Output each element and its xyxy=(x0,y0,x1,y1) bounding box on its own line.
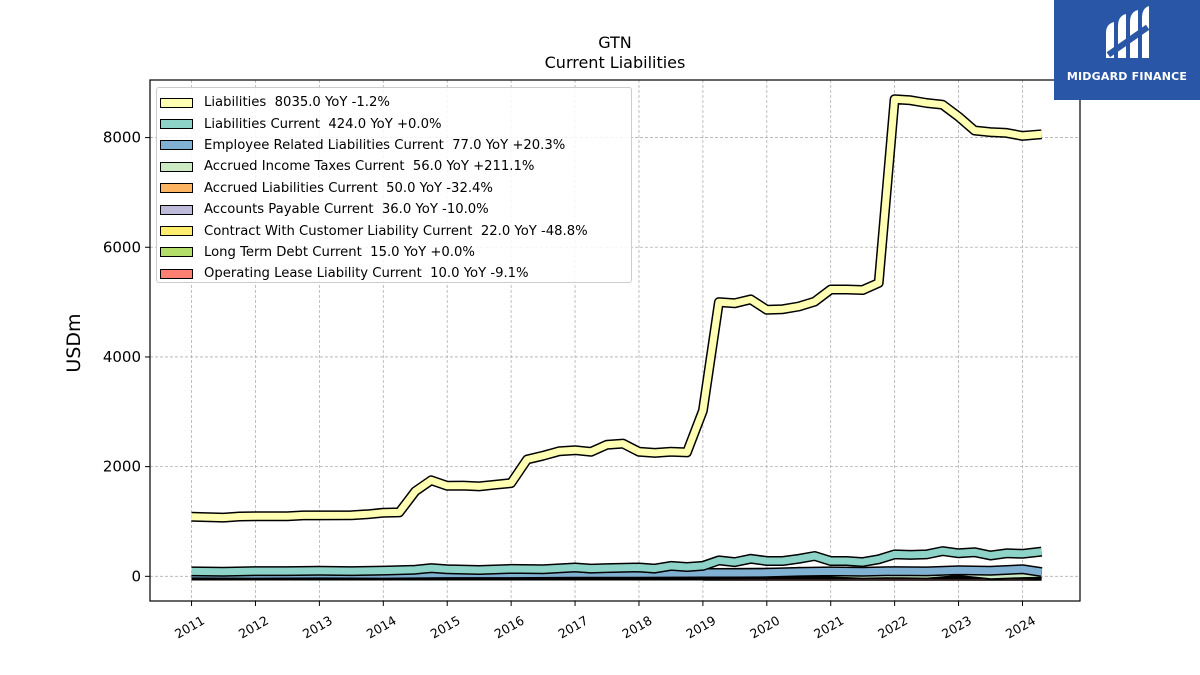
legend-item: Contract With Customer Liability Current… xyxy=(160,220,631,241)
legend-swatch xyxy=(160,204,193,215)
y-tick-label: 2000 xyxy=(103,458,141,476)
series-line xyxy=(191,547,1043,576)
chart-title: GTN xyxy=(598,33,632,52)
legend-label: Employee Related Liabilities Current 77.… xyxy=(204,137,566,153)
x-tick-label: 2020 xyxy=(747,613,782,642)
legend-item: Operating Lease Liability Current 10.0 Y… xyxy=(160,263,631,284)
x-tick-label: 2011 xyxy=(172,613,207,642)
legend-label: Accounts Payable Current 36.0 YoY -10.0% xyxy=(204,202,489,218)
legend-label: Accrued Liabilities Current 50.0 YoY -32… xyxy=(204,180,493,196)
midgard-logo-icon xyxy=(1106,6,1150,58)
legend-swatch xyxy=(160,97,193,108)
x-tick-label: 2012 xyxy=(236,613,271,642)
x-tick-label: 2023 xyxy=(939,613,974,642)
legend-label: Accrued Income Taxes Current 56.0 YoY +2… xyxy=(204,159,535,175)
legend-item: Long Term Debt Current 15.0 YoY +0.0% xyxy=(160,242,631,263)
legend-item: Employee Related Liabilities Current 77.… xyxy=(160,135,631,156)
brand-name: MIDGARD FINANCE xyxy=(1066,70,1188,83)
series-line xyxy=(191,95,1042,522)
legend-label: Operating Lease Liability Current 10.0 Y… xyxy=(204,266,529,282)
y-tick-label: 4000 xyxy=(103,348,141,366)
legend-label: Liabilities 8035.0 YoY -1.2% xyxy=(204,95,390,111)
x-tick-label: 2016 xyxy=(492,613,527,642)
x-tick-label: 2021 xyxy=(811,613,846,642)
legend-item: Accrued Income Taxes Current 56.0 YoY +2… xyxy=(160,156,631,177)
legend-item: Accounts Payable Current 36.0 YoY -10.0% xyxy=(160,199,631,220)
series-layer xyxy=(191,94,1043,581)
legend-item: Liabilities Current 424.0 YoY +0.0% xyxy=(160,113,631,134)
legend-swatch xyxy=(160,161,193,172)
y-tick-label: 6000 xyxy=(103,238,141,256)
x-tick-label: 2015 xyxy=(428,613,463,642)
x-tick-label: 2017 xyxy=(556,613,591,642)
legend-label: Long Term Debt Current 15.0 YoY +0.0% xyxy=(204,244,475,260)
chart-subtitle: Current Liabilities xyxy=(545,53,686,72)
legend-swatch xyxy=(160,183,193,194)
legend-label: Liabilities Current 424.0 YoY +0.0% xyxy=(204,116,442,132)
legend-swatch xyxy=(160,226,193,237)
legend-label: Contract With Customer Liability Current… xyxy=(204,223,588,239)
legend-item: Liabilities 8035.0 YoY -1.2% xyxy=(160,92,631,113)
legend-swatch xyxy=(160,119,193,130)
legend-swatch xyxy=(160,140,193,151)
x-tick-label: 2022 xyxy=(875,613,910,642)
legend: Liabilities 8035.0 YoY -1.2% Liabilities … xyxy=(156,87,632,283)
legend-swatch xyxy=(160,268,193,279)
plot-frame xyxy=(149,79,1081,602)
legend-swatch xyxy=(160,247,193,258)
x-tick-label: 2014 xyxy=(364,613,399,642)
y-tick-label: 8000 xyxy=(103,129,141,147)
x-tick-label: 2018 xyxy=(619,613,654,642)
y-axis-label: USDm xyxy=(63,313,85,372)
x-tick-label: 2024 xyxy=(1003,613,1038,642)
y-tick-label: 0 xyxy=(131,567,141,585)
x-tick-label: 2019 xyxy=(683,613,718,642)
legend-item: Accrued Liabilities Current 50.0 YoY -32… xyxy=(160,178,631,199)
x-tick-label: 2013 xyxy=(300,613,335,642)
brand-logo: MIDGARD FINANCE xyxy=(1054,0,1200,100)
